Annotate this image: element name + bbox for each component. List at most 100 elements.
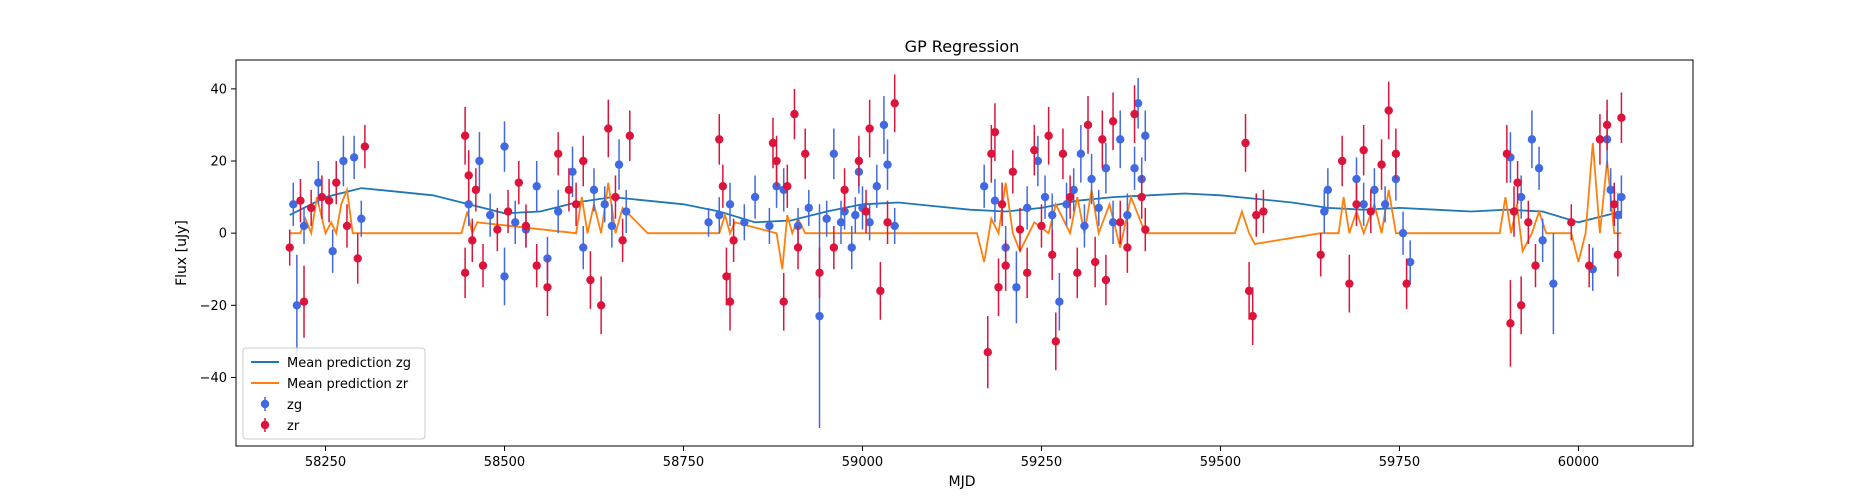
data-point-zr-35 — [725, 297, 735, 306]
data-point-zg-38 — [836, 218, 846, 227]
data-point-zg-11 — [500, 142, 509, 151]
data-point-zr-30 — [618, 236, 627, 245]
data-point-zg-21 — [600, 200, 609, 209]
data-point-zg-40 — [847, 243, 856, 252]
data-point-zr-103 — [1584, 261, 1594, 270]
data-point-zg-54 — [1033, 156, 1043, 166]
data-point-zr-1 — [296, 196, 305, 205]
data-point-zg-77 — [1380, 200, 1390, 209]
data-point-zr-26 — [586, 275, 595, 285]
data-point-zg-68 — [1130, 164, 1139, 173]
data-point-zg-23 — [614, 160, 624, 169]
data-point-zg-64 — [1101, 164, 1111, 173]
data-point-zg-36 — [822, 214, 831, 223]
data-point-zg-46 — [879, 120, 889, 130]
data-point-zg-50 — [990, 196, 1000, 205]
data-point-zg-72 — [1320, 207, 1329, 216]
data-point-zg-82 — [1516, 192, 1526, 202]
data-point-zg-73 — [1323, 185, 1333, 195]
series-line-0 — [289, 187, 1622, 224]
data-point-zr-37 — [768, 138, 778, 148]
data-point-zg-53 — [1022, 203, 1032, 213]
data-point-zr-68 — [1065, 192, 1075, 202]
x-axis: 58250 58500 58750 59000 59250 59500 59750 60000 — [305, 446, 1599, 470]
data-point-zr-3 — [306, 203, 316, 213]
data-point-zg-7 — [357, 214, 366, 223]
data-point-zr-78 — [1137, 192, 1146, 202]
data-point-zr-14 — [478, 261, 488, 270]
data-point-zg-29 — [750, 192, 760, 202]
data-point-zr-89 — [1359, 145, 1368, 155]
data-point-zr-15 — [460, 268, 470, 278]
data-point-zg-35 — [815, 311, 824, 321]
data-point-zg-58 — [1062, 200, 1071, 209]
x-tick-label: 58250 — [305, 455, 346, 470]
data-point-zr-95 — [1502, 149, 1512, 158]
data-point-zr-65 — [1048, 250, 1057, 260]
data-point-zr-55 — [990, 127, 1000, 137]
data-point-zg-86 — [1549, 279, 1558, 288]
data-point-zr-44 — [815, 268, 824, 278]
x-tick-label: 58500 — [484, 455, 525, 470]
data-point-zg-12 — [500, 272, 509, 281]
data-point-zg-84 — [1534, 164, 1544, 173]
data-point-zg-47 — [883, 160, 892, 169]
data-point-zr-67 — [1058, 149, 1068, 158]
data-point-zg-52 — [1012, 283, 1021, 292]
data-point-zr-80 — [1241, 138, 1250, 148]
data-point-zr-53 — [983, 348, 992, 357]
data-point-zg-17 — [553, 207, 563, 216]
data-point-zr-24 — [571, 200, 581, 209]
data-point-zg-4 — [328, 246, 337, 256]
data-point-zr-32 — [715, 135, 724, 144]
data-point-zg-85 — [1538, 236, 1547, 245]
data-point-zg-30 — [765, 221, 774, 231]
data-point-zg-6 — [349, 153, 359, 162]
data-point-zg-63 — [1094, 203, 1103, 213]
data-point-zr-104 — [1595, 135, 1605, 144]
data-point-zg-59 — [1069, 185, 1078, 195]
data-point-zg-60 — [1076, 149, 1086, 158]
data-point-zg-27 — [725, 200, 735, 209]
y-axis-label: Flux [uJy] — [174, 220, 190, 286]
data-point-zr-4 — [317, 192, 327, 202]
data-point-zr-90 — [1366, 207, 1376, 216]
data-point-zg-83 — [1527, 135, 1537, 144]
data-point-zr-81 — [1244, 286, 1254, 296]
data-point-zr-50 — [876, 286, 885, 296]
data-point-zr-34 — [722, 272, 731, 281]
data-point-zg-26 — [715, 210, 724, 220]
data-point-zg-55 — [1040, 192, 1050, 202]
data-point-zr-54 — [987, 149, 996, 158]
data-point-zr-52 — [890, 99, 899, 108]
data-point-zr-40 — [783, 182, 792, 191]
data-point-zr-57 — [997, 200, 1007, 209]
data-point-zr-46 — [840, 185, 849, 195]
y-tick-label: −40 — [200, 371, 227, 386]
data-point-zr-59 — [1008, 167, 1018, 177]
data-point-zr-87 — [1345, 279, 1354, 288]
data-point-zr-41 — [790, 109, 799, 119]
data-point-zr-48 — [861, 207, 871, 216]
data-point-zr-42 — [793, 243, 803, 252]
data-point-zr-98 — [1513, 178, 1522, 187]
data-point-zg-91 — [1617, 192, 1626, 202]
x-tick-label: 60000 — [1558, 455, 1599, 470]
data-point-zg-75 — [1359, 200, 1368, 209]
data-point-zg-9 — [475, 156, 484, 166]
data-point-zg-5 — [339, 156, 348, 166]
legend-label-0: Mean prediction zg — [287, 356, 411, 371]
data-point-zg-10 — [485, 210, 495, 220]
data-point-zr-94 — [1402, 279, 1411, 288]
data-point-zg-79 — [1398, 228, 1408, 238]
data-point-zr-75 — [1116, 218, 1125, 227]
data-point-zr-70 — [1083, 120, 1093, 130]
data-point-zr-72 — [1098, 135, 1107, 144]
data-point-zg-22 — [607, 221, 617, 231]
data-point-zr-0 — [285, 243, 294, 252]
data-point-zr-6 — [332, 178, 341, 187]
chart-title: GP Regression — [905, 37, 1020, 56]
data-point-zr-12 — [468, 236, 477, 245]
data-point-zr-71 — [1090, 257, 1100, 267]
